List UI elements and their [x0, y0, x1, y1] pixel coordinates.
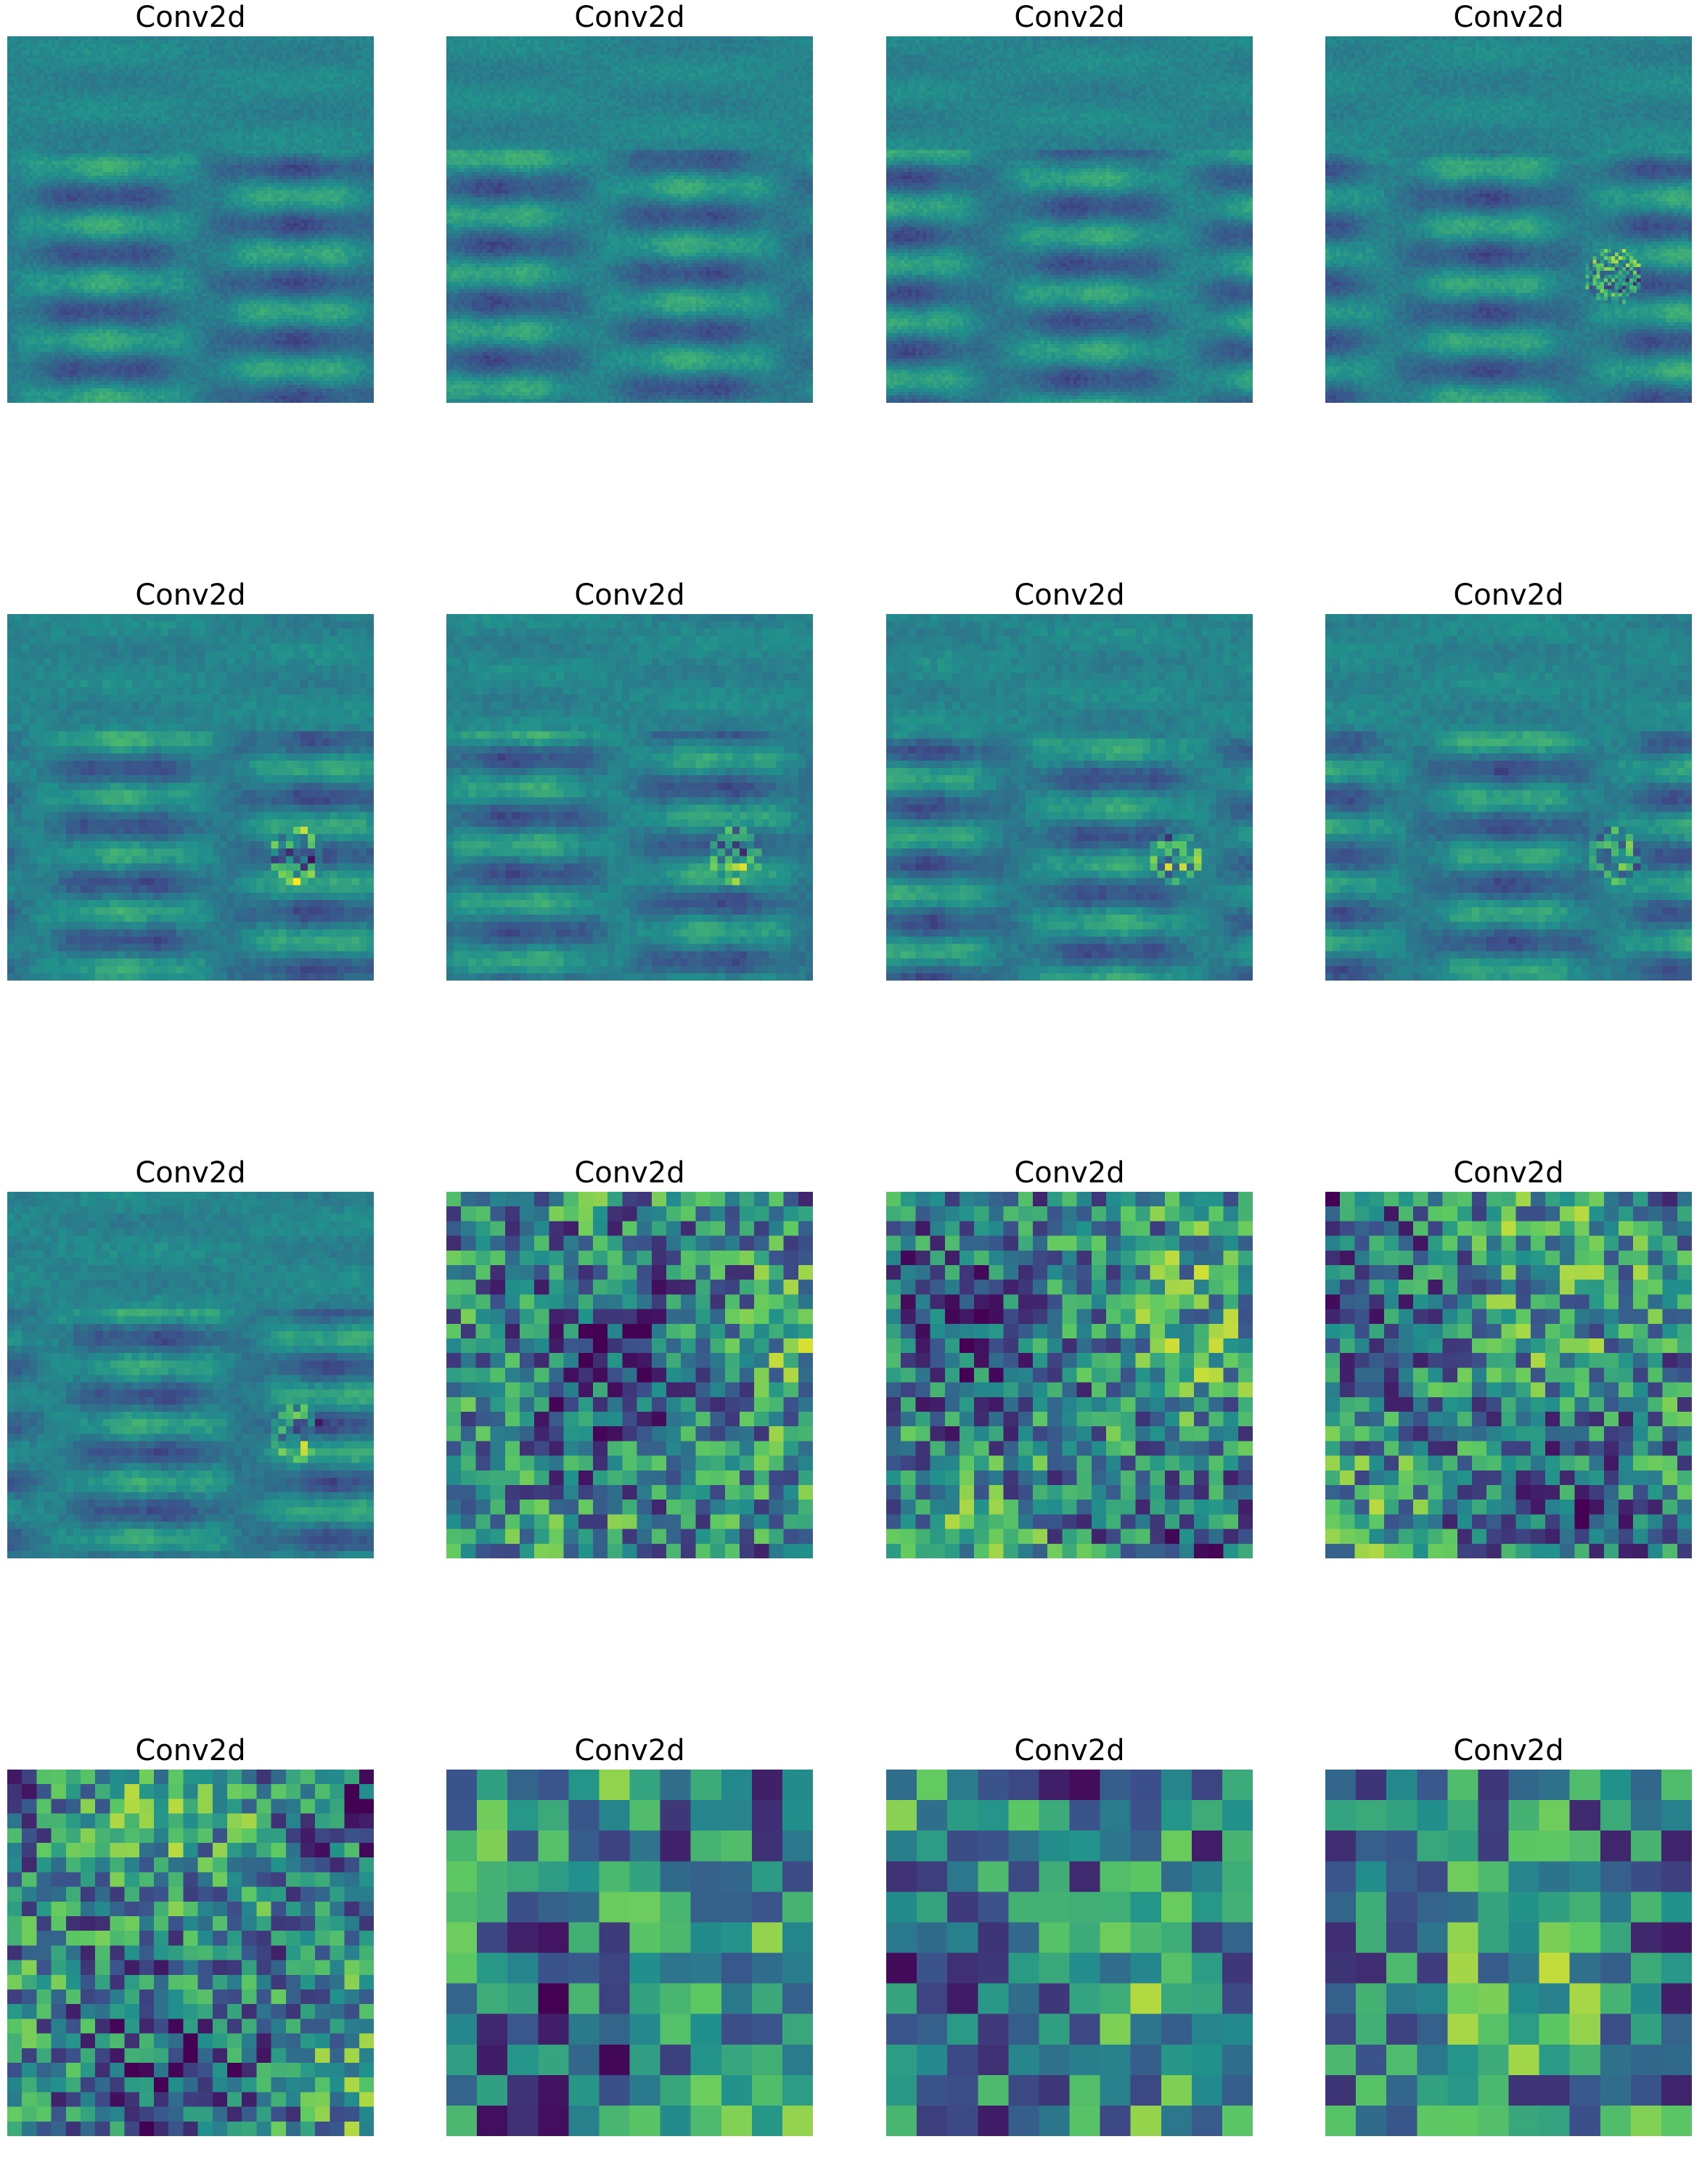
panel-title: Conv2d	[135, 1, 246, 34]
feature-map-heatmap	[446, 36, 813, 403]
panel-title: Conv2d	[1014, 1734, 1125, 1767]
panel-title: Conv2d	[1014, 1156, 1125, 1190]
feature-map-heatmap	[7, 1770, 374, 2136]
panel-title: Conv2d	[1453, 578, 1564, 612]
feature-map-heatmap	[1325, 1770, 1692, 2136]
panel-title: Conv2d	[1453, 1734, 1564, 1767]
panel-title: Conv2d	[574, 578, 685, 612]
feature-map-heatmap	[886, 1192, 1253, 1558]
feature-map-heatmap	[446, 1770, 813, 2136]
feature-map-heatmap	[886, 614, 1253, 981]
panel-title: Conv2d	[574, 1, 685, 34]
panel-title: Conv2d	[135, 578, 246, 612]
feature-map-heatmap	[1325, 614, 1692, 981]
panel-title: Conv2d	[1453, 1156, 1564, 1190]
feature-map-heatmap	[7, 36, 374, 403]
feature-map-heatmap	[446, 1192, 813, 1558]
panel-title: Conv2d	[1014, 1, 1125, 34]
panel-title: Conv2d	[574, 1156, 685, 1190]
panel-title: Conv2d	[135, 1734, 246, 1767]
feature-map-heatmap	[446, 614, 813, 981]
feature-map-heatmap	[886, 36, 1253, 403]
feature-map-heatmap	[7, 1192, 374, 1558]
panel-title: Conv2d	[135, 1156, 246, 1190]
feature-map-heatmap	[886, 1770, 1253, 2136]
panel-title: Conv2d	[574, 1734, 685, 1767]
feature-map-heatmap	[7, 614, 374, 981]
panel-title: Conv2d	[1014, 578, 1125, 612]
panel-title: Conv2d	[1453, 1, 1564, 34]
feature-map-heatmap	[1325, 1192, 1692, 1558]
feature-map-heatmap	[1325, 36, 1692, 403]
